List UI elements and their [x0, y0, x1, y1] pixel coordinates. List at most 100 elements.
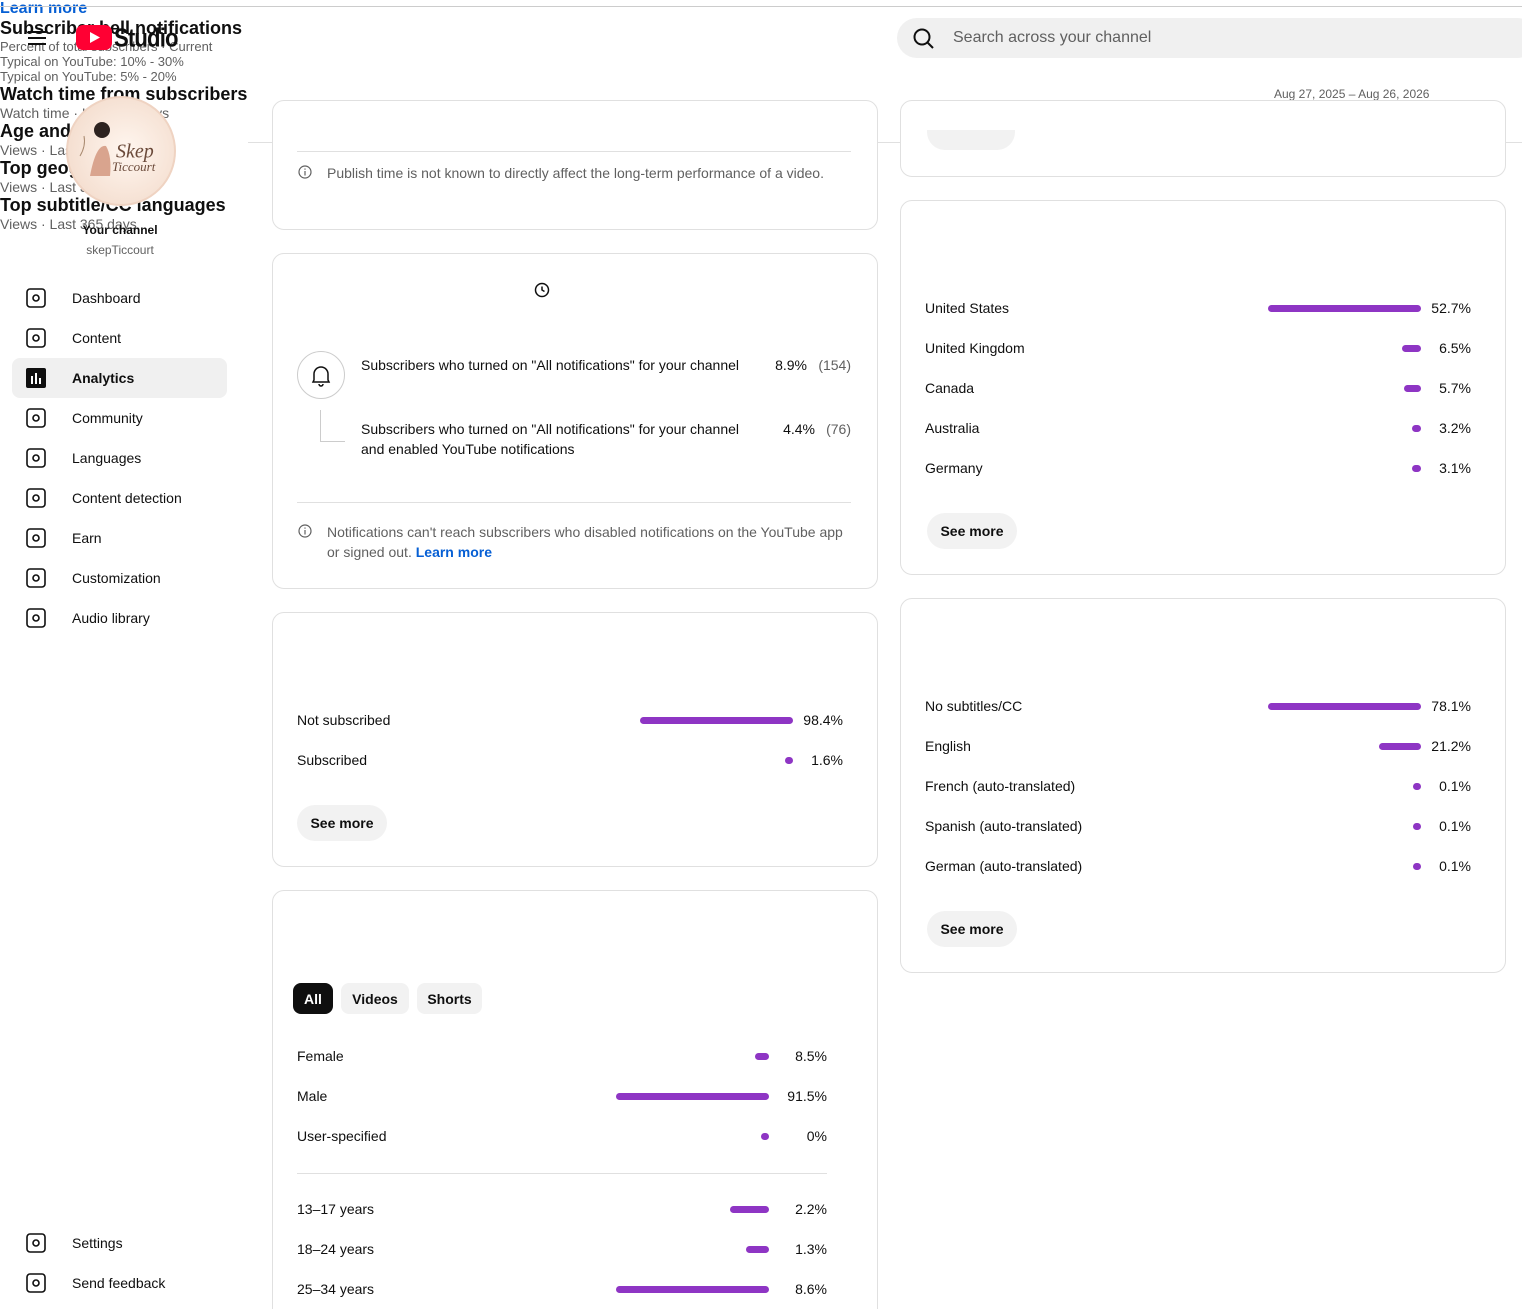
row-value: 6.5%	[1439, 340, 1471, 356]
percent-bar	[640, 717, 793, 724]
bell-typical: Typical on YouTube: 10% - 30%	[0, 54, 184, 69]
row-value: 98.4%	[803, 712, 843, 728]
nav-item[interactable]: Languages	[72, 450, 142, 466]
menu-button[interactable]	[26, 28, 50, 48]
nav-item[interactable]: Content	[72, 330, 122, 346]
logo-text: Studio	[114, 22, 178, 53]
percent-bar	[745, 1246, 769, 1253]
row-label: Spanish (auto-translated)	[925, 818, 1083, 834]
filter-chip[interactable]: Videos	[341, 983, 409, 1014]
note-link[interactable]: Learn more	[415, 544, 492, 560]
publish-card	[272, 100, 878, 230]
row-label: Germany	[925, 460, 983, 476]
divider	[297, 502, 851, 503]
row-value: 5.7%	[1439, 380, 1471, 396]
nav-item[interactable]: Send feedback	[72, 1275, 166, 1291]
nav-item[interactable]: Content detection	[72, 490, 182, 506]
see-more-button[interactable]: See more	[927, 513, 1017, 549]
row-value: 91.5%	[787, 1088, 827, 1104]
see-more-button[interactable]: See more	[297, 805, 387, 841]
row-label: Female	[297, 1048, 344, 1064]
row-label: English	[925, 738, 971, 754]
nav-item[interactable]: Earn	[72, 530, 102, 546]
nav-icon	[26, 608, 46, 628]
nav-icon	[26, 368, 46, 388]
row-value: 78.1%	[1431, 698, 1471, 714]
avatar-text: Ticcourt	[112, 159, 156, 174]
row-value: 1.6%	[811, 752, 843, 768]
subtitles-card	[900, 598, 1506, 973]
nav-item[interactable]: Dashboard	[72, 290, 141, 306]
row-label: United States	[925, 300, 1010, 316]
row-value: 8.6%	[795, 1281, 827, 1297]
avatar	[66, 96, 176, 206]
nav-item[interactable]: Analytics	[72, 370, 135, 386]
nav-item[interactable]: Audio library	[72, 610, 150, 626]
card-title: Subscriber bell notifications	[0, 18, 243, 38]
percent-bar	[761, 1133, 769, 1140]
search-box[interactable]	[897, 18, 1522, 58]
nav-item[interactable]: Community	[72, 410, 143, 426]
row-label: No subtitles/CC	[925, 698, 1023, 714]
youtube-logo[interactable]	[76, 25, 112, 50]
filter-chip[interactable]: Shorts	[417, 983, 482, 1014]
row-label: United Kingdom	[925, 340, 1025, 356]
row-label: 25–34 years	[297, 1281, 375, 1297]
row-label: French (auto-translated)	[925, 778, 1076, 794]
bell-connector	[320, 410, 345, 442]
date-range: Aug 27, 2025 – Aug 26, 2026	[1274, 87, 1430, 101]
nav-icon	[26, 1273, 46, 1293]
percent-bar	[1268, 305, 1421, 312]
nav-active-bg	[12, 358, 227, 398]
nav-item[interactable]: Customization	[72, 570, 161, 586]
nav-icon	[26, 1233, 46, 1253]
info-icon	[298, 165, 312, 179]
clock-icon	[534, 282, 550, 298]
percent-bar	[1413, 823, 1421, 830]
bell-count: (76)	[826, 421, 851, 437]
percent-bar	[616, 1093, 769, 1100]
percent-bar	[1268, 703, 1421, 710]
row-value: 0.1%	[1439, 858, 1471, 874]
search-icon	[913, 28, 934, 49]
nav-item[interactable]: Settings	[72, 1235, 123, 1251]
bell-card	[272, 253, 878, 589]
row-value: 2.2%	[795, 1201, 827, 1217]
percent-bar	[785, 757, 793, 764]
age-gender-card	[272, 890, 878, 1309]
bell-count: (154)	[818, 357, 851, 373]
percent-bar	[1404, 385, 1421, 392]
row-value: 21.2%	[1431, 738, 1471, 754]
row-label: 18–24 years	[297, 1241, 375, 1257]
nav-icon	[26, 488, 46, 508]
see-more-button[interactable]: See more	[927, 911, 1017, 947]
row-value: 3.2%	[1439, 420, 1471, 436]
note-text: Notifications can't reach subscribers wh…	[327, 522, 857, 562]
percent-bar	[1413, 783, 1421, 790]
row-label: Australia	[925, 420, 980, 436]
bell-icon	[311, 366, 331, 387]
divider	[297, 1173, 827, 1174]
bell-typical: Typical on YouTube: 5% - 20%	[0, 69, 177, 84]
note-link[interactable]: Learn more	[0, 0, 88, 17]
row-label: 13–17 years	[297, 1201, 375, 1217]
percent-bar	[754, 1053, 769, 1060]
bell-circle	[297, 351, 345, 399]
divider	[297, 151, 851, 152]
filter-chip[interactable]: All	[293, 983, 333, 1014]
row-label: User-specified	[297, 1128, 387, 1144]
nav-icon	[26, 528, 46, 548]
row-value: 0.1%	[1439, 818, 1471, 834]
percent-bar	[1379, 743, 1421, 750]
search-placeholder: Search across your channel	[953, 29, 1152, 46]
row-value: 0%	[806, 1128, 827, 1144]
row-label: Male	[297, 1088, 328, 1104]
row-label: German (auto-translated)	[925, 858, 1083, 874]
bell-percent: 4.4%	[783, 421, 815, 437]
avatar-figure	[79, 122, 111, 176]
avatar-text: Skep	[116, 140, 154, 163]
percent-bar	[1412, 465, 1421, 472]
bell-row-text: and enabled YouTube notifications	[361, 441, 575, 457]
row-value: 1.3%	[795, 1241, 827, 1257]
